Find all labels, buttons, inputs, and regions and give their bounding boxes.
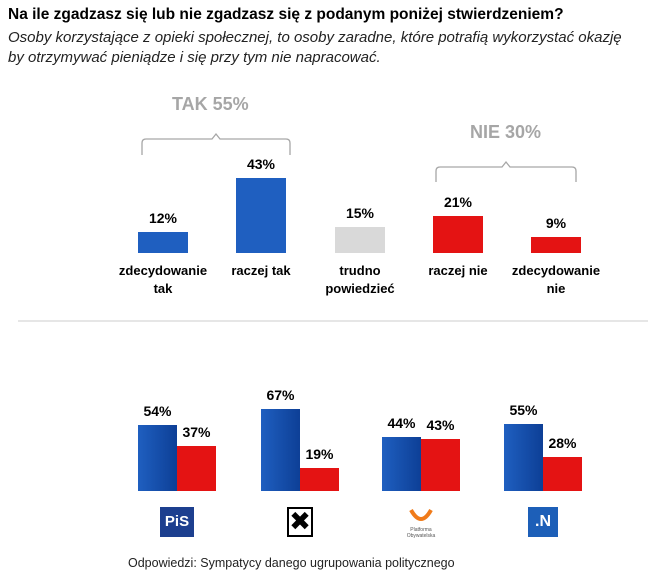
subtitle: Osoby korzystające z opieki społecznej, … (8, 29, 622, 66)
value-label: 54% (143, 403, 172, 420)
value-label: 15% (345, 204, 375, 221)
footer: Odpowiedzi: Sympatycy danego ugrupowania… (128, 556, 455, 570)
bar (236, 177, 286, 253)
bar (300, 467, 339, 491)
value-label: 55% (509, 401, 538, 418)
value-label: 21% (443, 194, 473, 211)
value-label: 19% (305, 445, 334, 462)
logo: PiS (160, 507, 194, 537)
bar (382, 437, 421, 491)
annotation: TAK 55% (172, 94, 249, 114)
bar (421, 438, 460, 491)
value-label: 12% (148, 210, 178, 226)
category-label: zdecydowanie nie (511, 263, 601, 296)
value-label: 44% (387, 415, 416, 432)
annotation: NIE 30% (470, 122, 542, 142)
category-label: zdecydowanie tak (118, 263, 208, 296)
logo-text: Platforma Obywatelska (406, 527, 436, 539)
bar (335, 226, 385, 253)
value-label: 28% (548, 434, 577, 451)
bar (531, 237, 581, 253)
value-label: 43% (426, 416, 455, 433)
value-label: 37% (182, 423, 211, 440)
value-label: 9% (545, 215, 567, 232)
logo: .N (528, 507, 558, 537)
bar (177, 445, 216, 491)
bar (543, 456, 582, 491)
category-label: trudno powiedzieć (325, 263, 395, 296)
value-label: 67% (266, 387, 295, 404)
logo-mark (409, 508, 433, 521)
category-label: raczej tak (231, 263, 291, 278)
title: Na ile zgadzasz się lub nie zgadzasz się… (8, 6, 564, 23)
bar (138, 425, 177, 491)
bar (504, 423, 543, 491)
bar (433, 216, 483, 253)
value-label: 43% (246, 155, 276, 172)
bar (138, 232, 188, 253)
category-label: raczej nie (428, 263, 488, 278)
logo (401, 506, 441, 540)
bar (261, 409, 300, 491)
logo: ✖ (287, 507, 313, 537)
